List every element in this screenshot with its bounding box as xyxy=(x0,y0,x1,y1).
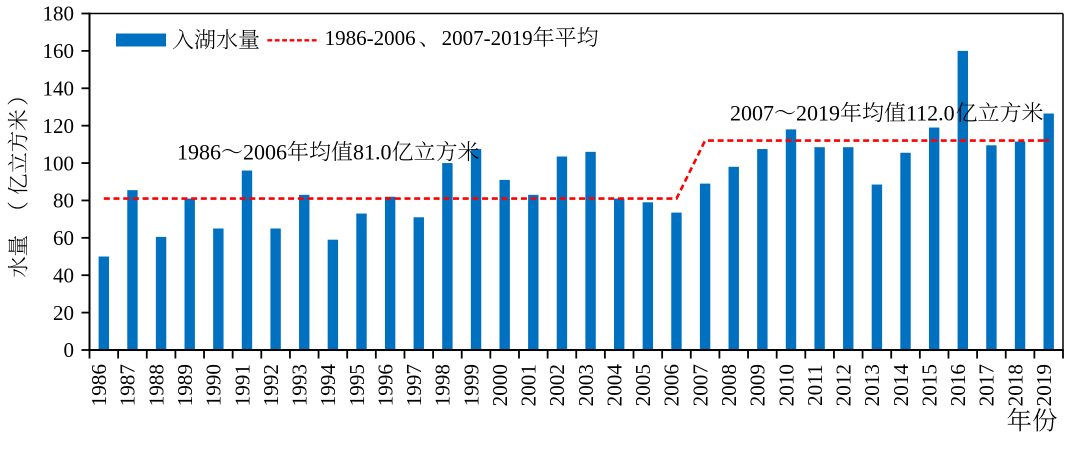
svg-text:60: 60 xyxy=(53,226,74,250)
svg-text:2007: 2007 xyxy=(688,364,712,406)
svg-text:2019: 2019 xyxy=(1032,364,1056,406)
svg-text:1993: 1993 xyxy=(288,364,312,406)
svg-text:20: 20 xyxy=(53,301,74,325)
svg-text:2009: 2009 xyxy=(746,364,770,406)
svg-text:1987: 1987 xyxy=(116,364,140,406)
svg-text:180: 180 xyxy=(43,2,75,26)
svg-text:140: 140 xyxy=(43,76,75,100)
svg-text:2014: 2014 xyxy=(889,364,913,407)
svg-text:2016: 2016 xyxy=(946,364,970,406)
svg-text:1992: 1992 xyxy=(259,364,283,406)
svg-text:1994: 1994 xyxy=(316,364,340,407)
svg-text:160: 160 xyxy=(43,39,75,63)
svg-text:1991: 1991 xyxy=(230,364,254,406)
svg-text:100: 100 xyxy=(43,151,75,175)
svg-text:2003: 2003 xyxy=(574,364,598,406)
svg-text:1996: 1996 xyxy=(373,364,397,406)
svg-text:2013: 2013 xyxy=(860,364,884,406)
svg-text:1986: 1986 xyxy=(87,364,111,406)
svg-text:1997: 1997 xyxy=(402,364,426,406)
svg-text:2000: 2000 xyxy=(488,364,512,406)
svg-text:1990: 1990 xyxy=(202,364,226,406)
svg-text:1999: 1999 xyxy=(459,364,483,406)
svg-text:2007-2019: 2007-2019 xyxy=(442,26,533,50)
svg-text:120: 120 xyxy=(43,114,75,138)
svg-text:0: 0 xyxy=(64,338,75,362)
svg-text:2011: 2011 xyxy=(803,364,827,406)
svg-text:2019: 2019 xyxy=(796,101,840,126)
svg-text:2010: 2010 xyxy=(774,364,798,406)
svg-text:1989: 1989 xyxy=(173,364,197,406)
svg-text:1988: 1988 xyxy=(144,364,168,406)
svg-text:2006: 2006 xyxy=(660,364,684,406)
svg-text:2008: 2008 xyxy=(717,364,741,406)
svg-text:1986: 1986 xyxy=(177,140,221,165)
svg-text:81.0: 81.0 xyxy=(353,140,392,165)
svg-text:2017: 2017 xyxy=(975,364,999,406)
svg-text:2012: 2012 xyxy=(832,364,856,406)
svg-text:80: 80 xyxy=(53,189,74,213)
svg-text:2018: 2018 xyxy=(1003,364,1027,406)
svg-text:2006: 2006 xyxy=(243,140,287,165)
svg-text:2004: 2004 xyxy=(603,364,627,407)
svg-text:112.0: 112.0 xyxy=(906,101,955,126)
svg-text:2002: 2002 xyxy=(545,364,569,406)
svg-text:40: 40 xyxy=(53,263,74,287)
svg-text:2015: 2015 xyxy=(917,364,941,406)
svg-text:2001: 2001 xyxy=(517,364,541,406)
svg-text:2005: 2005 xyxy=(631,364,655,406)
svg-text:1998: 1998 xyxy=(431,364,455,406)
svg-text:1995: 1995 xyxy=(345,364,369,406)
svg-text:2007: 2007 xyxy=(730,101,774,126)
svg-text:1986-2006: 1986-2006 xyxy=(325,26,416,50)
